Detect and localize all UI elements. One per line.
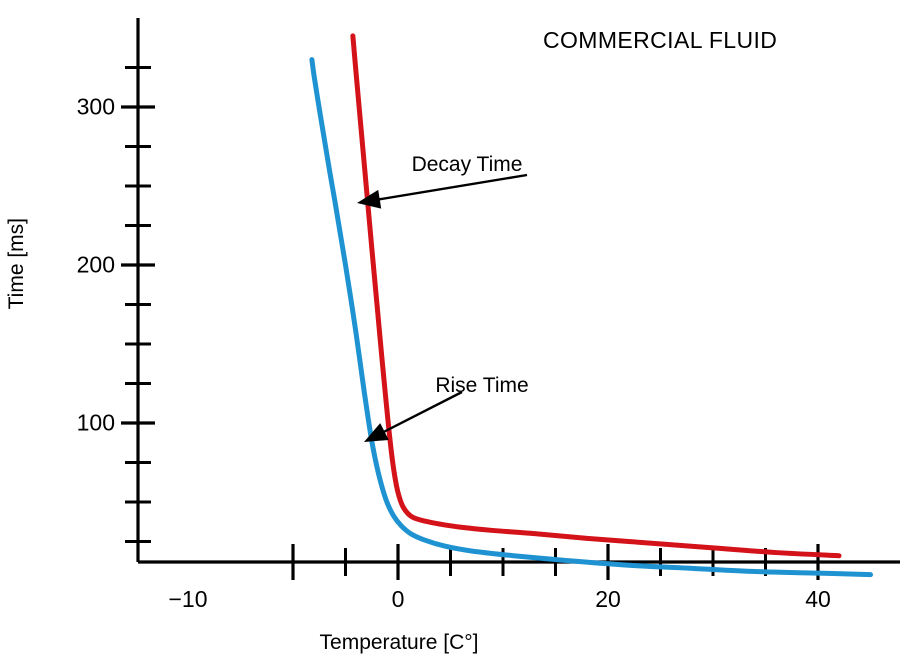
annotation-arrows-group (357, 173, 528, 442)
annotation-label: Rise Time (435, 374, 529, 397)
y-tick-label: 300 (76, 93, 115, 120)
series-line (350, 33, 842, 559)
annotation-arrow-head (357, 189, 382, 209)
annotation-arrow-head (364, 423, 389, 442)
y-axis-ticks (121, 66, 155, 543)
chart-series-group (309, 33, 873, 578)
y-tick-label: 100 (76, 409, 115, 436)
annotation-label: Decay Time (411, 153, 523, 176)
y-axis-label: Time [ms] (5, 218, 28, 310)
annotation-arrow-shaft (375, 173, 528, 202)
x-axis-label: Temperature [C°] (319, 631, 479, 654)
x-tick-label: 40 (805, 586, 831, 612)
y-tick-label: 200 (76, 251, 115, 278)
x-tick-label: −10 (168, 586, 208, 612)
annotation-arrow-shaft (380, 390, 463, 435)
x-tick-label: 20 (595, 586, 621, 612)
x-tick-label: 0 (391, 586, 405, 612)
chart-title: COMMERCIAL FLUID (543, 27, 778, 53)
series-line (309, 57, 873, 578)
